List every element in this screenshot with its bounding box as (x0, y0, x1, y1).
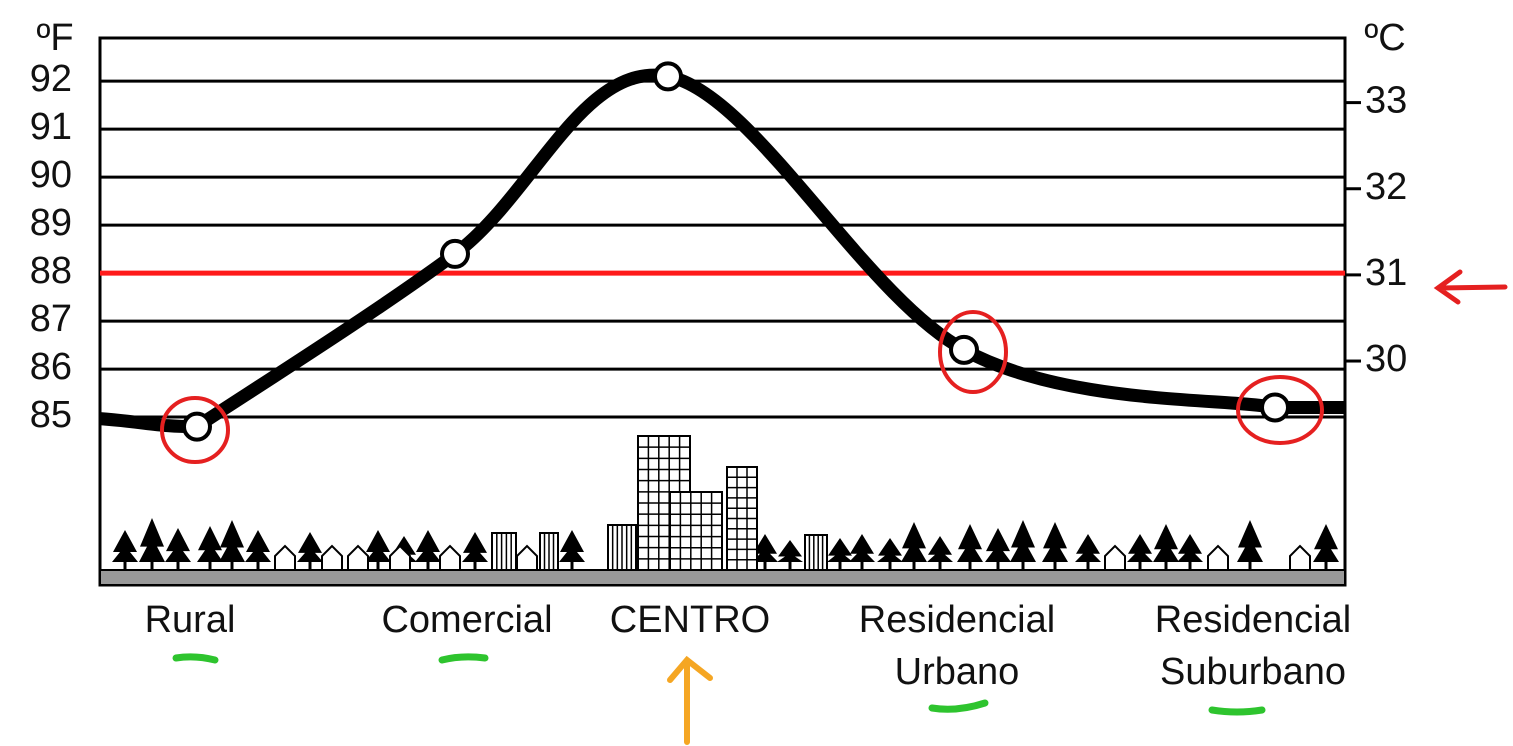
tree (112, 530, 138, 562)
y-tick-label: 89 (30, 202, 72, 244)
tree (927, 536, 953, 562)
data-point (1260, 392, 1290, 423)
building (491, 532, 517, 571)
tree (777, 540, 803, 562)
x-tick-label: Residencial (859, 599, 1055, 641)
tree (1153, 524, 1179, 562)
tree (827, 538, 853, 562)
orange-arrow (667, 655, 713, 745)
y2-tick-label: 31 (1365, 252, 1407, 294)
data-point (653, 61, 683, 92)
green-mark (172, 653, 219, 664)
annotations (160, 269, 1508, 745)
x-tick-label: Rural (145, 599, 236, 641)
tree (985, 528, 1011, 562)
tree (849, 534, 875, 562)
green-mark (438, 653, 489, 664)
tree (877, 538, 903, 562)
tree (462, 532, 488, 562)
y2-tick-label: 32 (1365, 166, 1407, 208)
tree (1042, 522, 1068, 562)
data-point (182, 411, 212, 442)
tree (245, 530, 271, 562)
data-point (949, 334, 979, 365)
tree (901, 522, 927, 562)
tree (1313, 524, 1339, 562)
data-point (440, 238, 470, 269)
y-tick-label: 88 (30, 250, 72, 292)
x-tick-label: Urbano (895, 651, 1020, 693)
green-mark (928, 699, 989, 713)
tree (197, 526, 223, 562)
y-tick-label: 90 (30, 154, 72, 196)
red-circle (160, 396, 230, 464)
y-tick-label: 92 (30, 58, 72, 100)
tree (957, 524, 983, 562)
tree (219, 520, 245, 562)
ground (99, 569, 1346, 586)
building (669, 491, 723, 571)
y-axis-label: ºF (36, 17, 73, 59)
tree (1177, 534, 1203, 562)
tree (415, 530, 441, 562)
y-tick-label: 87 (30, 298, 72, 340)
green-mark (1208, 706, 1266, 716)
x-tick-label: CENTRO (610, 599, 770, 641)
tree (1237, 520, 1263, 562)
tree (297, 532, 323, 562)
tree (165, 528, 191, 562)
x-tick-label: Residencial (1155, 599, 1351, 641)
tree (365, 530, 391, 562)
tree (1127, 534, 1153, 562)
y2-axis-label: ºC (1364, 17, 1405, 59)
tree (1075, 534, 1101, 562)
tree (559, 530, 585, 562)
y2-tick-label: 30 (1365, 338, 1407, 380)
x-tick-label: Comercial (381, 599, 552, 641)
red-circle (1236, 375, 1324, 445)
y2-tick-label: 33 (1365, 80, 1407, 122)
x-tick-label: Suburbano (1160, 651, 1346, 693)
tree (752, 534, 778, 562)
y-tick-label: 85 (30, 394, 72, 436)
building (804, 534, 828, 571)
y-tick-label: 86 (30, 346, 72, 388)
red-circle (938, 310, 1008, 394)
skyline (112, 435, 1339, 571)
tree (1010, 520, 1036, 562)
red-arrow (1433, 269, 1508, 305)
tree (139, 518, 165, 562)
y-tick-label: 91 (30, 106, 72, 148)
